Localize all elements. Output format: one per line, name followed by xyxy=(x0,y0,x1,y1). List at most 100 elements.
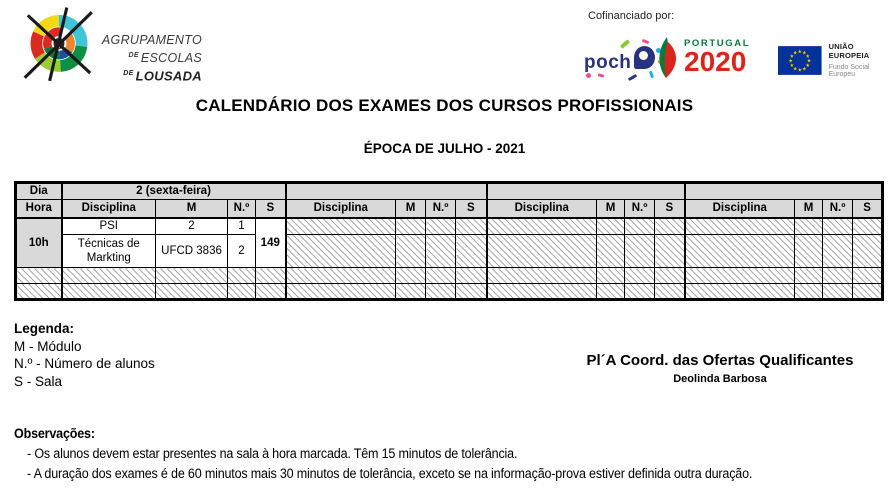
empty-cell xyxy=(624,234,656,268)
empty-cell xyxy=(486,267,598,284)
confetti-icon xyxy=(619,39,631,49)
empty-cell xyxy=(794,217,824,235)
empty-cell xyxy=(624,267,656,284)
empty-cell xyxy=(596,283,626,300)
empty-cell xyxy=(455,217,488,235)
table-row-empty xyxy=(15,267,884,284)
empty-cell xyxy=(684,234,796,268)
exam1-numero: 1 xyxy=(227,217,256,235)
empty-cell xyxy=(654,267,686,284)
empty-cell xyxy=(822,234,854,268)
legend: Legenda: M - Módulo N.º - Número de alun… xyxy=(14,320,155,390)
empty-cell xyxy=(822,267,854,284)
school-name-line3: DE LOUSADA xyxy=(123,68,202,84)
time-cell: 10h xyxy=(15,217,63,268)
empty-cell xyxy=(285,267,397,284)
empty-cell xyxy=(654,283,686,300)
empty-cell xyxy=(852,283,884,300)
legend-item: N.º - Número de alunos xyxy=(14,356,155,371)
hour-corner-cell: Hora xyxy=(15,199,63,219)
empty-cell xyxy=(822,217,854,235)
table-row-exam1: 10h PSI 2 1 149 xyxy=(15,217,884,268)
empty-cell xyxy=(852,267,884,284)
table-row-day: Dia 2 (sexta-feira) xyxy=(15,182,884,200)
eu-flag-icon xyxy=(778,45,822,75)
observation-item: - A duração dos exames é de 60 minutos m… xyxy=(27,466,753,481)
confetti-icon xyxy=(597,73,605,78)
col-header-m: M xyxy=(395,199,427,219)
empty-cell xyxy=(486,234,598,268)
empty-cell xyxy=(486,283,598,300)
cofinance-label: Cofinanciado por: xyxy=(588,10,675,22)
eu-name: UNIÃO EUROPEIA xyxy=(828,42,870,60)
exam2-modulo: UFCD 3836 xyxy=(155,234,228,268)
empty-cell xyxy=(285,217,397,235)
portugal2020-word: PORTUGAL xyxy=(684,38,751,49)
empty-cell xyxy=(654,234,686,268)
eu-fund-name: Fundo Social Europeu xyxy=(828,64,870,78)
col-header-disciplina: Disciplina xyxy=(61,199,156,219)
confetti-icon xyxy=(656,48,661,53)
school-name-line2: DE ESCOLAS xyxy=(128,51,202,66)
empty-cell xyxy=(794,234,824,268)
signature-name: Deolinda Barbosa xyxy=(673,373,767,385)
exam1-disciplina: PSI xyxy=(61,217,156,235)
col-header-n: N.º xyxy=(822,199,854,219)
eu-logo: UNIÃO EUROPEIA Fundo Social Europeu xyxy=(778,42,889,78)
empty-cell xyxy=(155,283,228,300)
empty-cell xyxy=(596,217,626,235)
empty-cell xyxy=(425,283,457,300)
col-header-disciplina: Disciplina xyxy=(285,199,397,219)
empty-cell xyxy=(227,283,256,300)
sala-cell: 149 xyxy=(254,217,287,268)
col-header-s: S xyxy=(254,199,287,219)
empty-cell xyxy=(395,267,427,284)
confetti-icon xyxy=(641,38,650,45)
col-header-n: N.º xyxy=(227,199,256,219)
page-title: CALENDÁRIO DOS EXAMES DOS CURSOS PROFISS… xyxy=(195,96,694,115)
empty-cell xyxy=(15,283,63,300)
empty-cell xyxy=(395,283,427,300)
empty-cell xyxy=(684,217,796,235)
empty-cell xyxy=(486,217,598,235)
exam-table-wrapper: Dia 2 (sexta-feira) Hora Disciplina M N.… xyxy=(14,181,885,301)
empty-cell xyxy=(852,217,884,235)
day-header-cell-empty xyxy=(486,182,686,200)
col-header-s: S xyxy=(654,199,686,219)
empty-cell xyxy=(455,267,488,284)
confetti-icon xyxy=(586,73,591,78)
col-header-m: M xyxy=(596,199,626,219)
col-header-m: M xyxy=(155,199,228,219)
confetti-icon xyxy=(627,73,638,82)
empty-cell xyxy=(684,267,796,284)
empty-cell xyxy=(425,217,457,235)
empty-cell xyxy=(254,283,287,300)
empty-cell xyxy=(596,234,626,268)
empty-cell xyxy=(596,267,626,284)
exam2-numero: 2 xyxy=(227,234,256,268)
col-header-s: S xyxy=(455,199,488,219)
poch-head-icon xyxy=(634,46,655,69)
col-header-disciplina: Disciplina xyxy=(486,199,598,219)
observations-title: Observações: xyxy=(14,426,95,441)
empty-cell xyxy=(15,267,63,284)
portugal2020-leaf-icon xyxy=(659,37,677,78)
portugal2020-year: 2020 xyxy=(684,46,747,77)
empty-cell xyxy=(425,267,457,284)
school-name-line1: AGRUPAMENTO xyxy=(101,33,202,47)
empty-cell xyxy=(227,267,256,284)
col-header-s: S xyxy=(852,199,884,219)
legend-title: Legenda: xyxy=(14,321,75,336)
observation-item: - Os alunos devem estar presentes na sal… xyxy=(27,446,518,461)
col-header-n: N.º xyxy=(624,199,656,219)
col-header-disciplina: Disciplina xyxy=(684,199,796,219)
empty-cell xyxy=(624,217,656,235)
empty-cell xyxy=(395,217,427,235)
table-row-exam2: Técnicas de Markting UFCD 3836 2 xyxy=(16,234,884,268)
legend-item: S - Sala xyxy=(14,373,63,389)
exam2-disciplina: Técnicas de Markting xyxy=(61,234,156,268)
day-corner-cell: Dia xyxy=(15,182,63,200)
day-header-cell-empty xyxy=(285,182,488,200)
empty-cell xyxy=(852,234,884,268)
